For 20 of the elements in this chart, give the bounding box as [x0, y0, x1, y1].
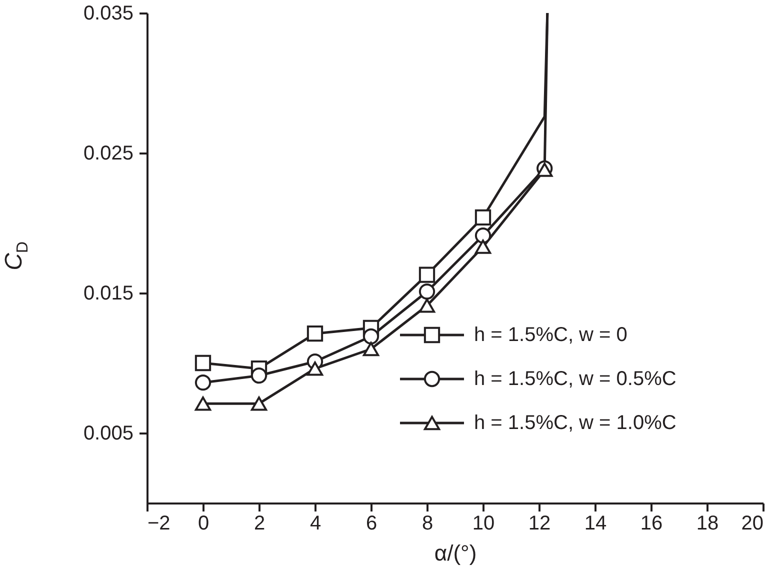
x-tick-label: 12 — [528, 512, 551, 534]
x-tick-label: 8 — [422, 512, 434, 534]
y-tick-label: 0.005 — [83, 422, 134, 444]
x-tick-label: 0 — [198, 512, 210, 534]
x-tick-label: 16 — [640, 512, 663, 534]
x-tick-label: 14 — [584, 512, 607, 534]
x-tick-label: 20 — [741, 512, 764, 534]
y-tick-label: 0.015 — [83, 282, 134, 304]
x-axis-title: α/(°) — [434, 540, 477, 566]
legend-label: h = 1.5%C, w = 0.5%C — [474, 368, 676, 390]
y-tick-label: 0.035 — [83, 2, 134, 24]
legend-label: h = 1.5%C, w = 1.0%C — [474, 412, 676, 434]
x-tick-label: 10 — [472, 512, 495, 534]
legend-label: h = 1.5%C, w = 0 — [474, 324, 628, 346]
x-tick-label: 18 — [696, 512, 719, 534]
x-tick-label: 6 — [366, 512, 378, 534]
y-tick-label: 0.025 — [83, 142, 134, 164]
x-tick-label: −2 — [148, 512, 170, 534]
x-tick-label: 2 — [254, 512, 266, 534]
x-tick-label: 4 — [310, 512, 322, 534]
